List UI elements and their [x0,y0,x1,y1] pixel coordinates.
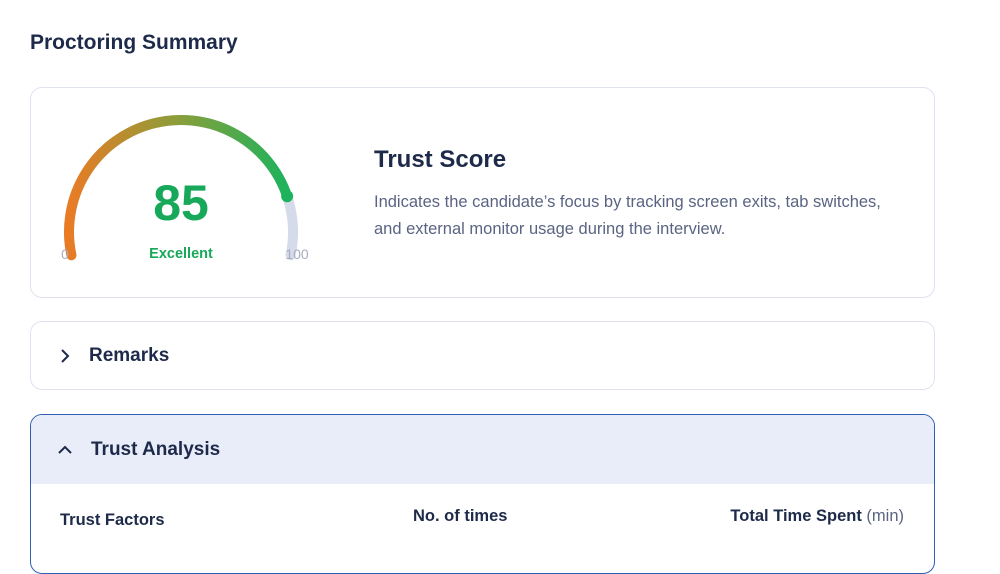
chevron-up-icon [58,445,72,454]
column-header-no-of-times: No. of times [413,507,508,525]
trust-score-description: Indicates the candidate’s focus by track… [374,193,881,238]
chevron-right-icon [61,348,70,363]
score-value: 85 [153,175,209,231]
time-spent-label: Total Time Spent [730,507,862,525]
score-rating: Excellent [149,246,213,262]
gauge-max-label: 100 [285,246,309,262]
column-header-trust-factors: Trust Factors [60,511,165,529]
gauge-fill [64,115,293,261]
column-header-total-time-spent: Total Time Spent (min) [730,507,904,526]
trust-analysis-label: Trust Analysis [91,438,221,460]
gauge-indicator [281,190,294,203]
remarks-accordion[interactable]: Remarks [30,321,935,390]
remarks-label: Remarks [89,344,170,366]
trust-analysis-accordion: Trust Analysis Trust Factors No. of time… [30,414,935,574]
page-title: Proctoring Summary [30,31,238,54]
gauge-min-label: 0 [61,246,69,262]
time-unit-label: (min) [866,507,904,525]
trust-score-gauge: 85 Excellent 0 100 [61,115,309,262]
trust-score-title: Trust Score [374,146,507,173]
trust-score-card: 85 Excellent 0 100 Trust Score Indicates… [30,87,935,298]
trust-analysis-header[interactable]: Trust Analysis [31,415,934,484]
